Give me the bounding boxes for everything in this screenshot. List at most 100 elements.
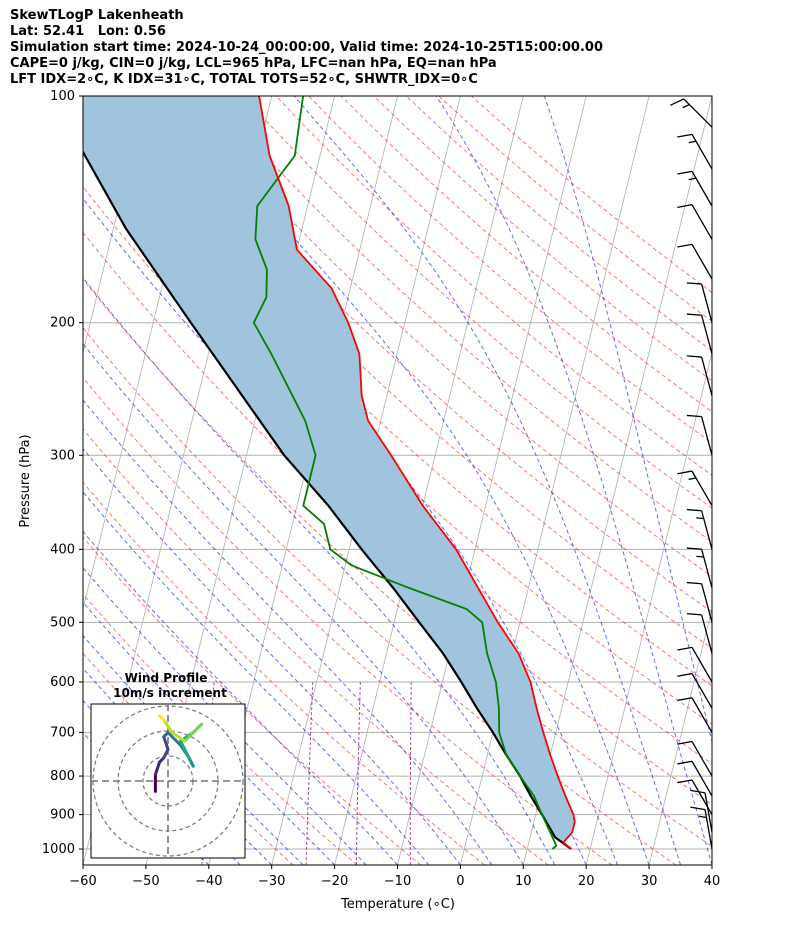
moist-adiabat <box>83 343 524 865</box>
barb-shaft <box>691 244 713 280</box>
moist-adiabat <box>170 96 650 865</box>
wind-barbs <box>670 98 713 850</box>
y-tick-label: 800 <box>50 769 75 784</box>
hodograph-segment <box>187 756 195 768</box>
wind-barb <box>686 282 713 323</box>
moist-adiabat <box>83 448 461 865</box>
hodograph-segment <box>183 731 195 743</box>
y-tick-label: 500 <box>50 615 75 630</box>
moist-adiabat <box>83 601 335 865</box>
wind-barb <box>686 313 713 355</box>
x-tick-label: 0 <box>456 874 464 889</box>
isotherm-line <box>585 350 712 865</box>
inset-title: Wind Profile <box>125 671 208 685</box>
barb-shaft <box>701 510 713 550</box>
barb-shaft <box>701 356 713 396</box>
moist-adiabat <box>83 634 304 865</box>
isotherm-line <box>83 96 84 98</box>
barb-flag <box>686 414 702 418</box>
isotherm-line <box>775 96 794 865</box>
barb-shaft <box>691 204 713 240</box>
wind-barb <box>677 470 713 507</box>
hodograph-segment <box>153 760 162 777</box>
sounding-traces <box>83 96 576 850</box>
hodograph-segment <box>158 714 166 722</box>
isotherm-line <box>83 96 147 355</box>
x-tick-label: 10 <box>515 874 532 889</box>
dry-adiabat <box>83 481 485 865</box>
wind-barb <box>677 760 713 797</box>
mixing-ratio-line <box>409 682 412 865</box>
wind-barb <box>677 133 713 170</box>
barb-flag <box>690 789 706 794</box>
y-tick-label: 400 <box>50 542 75 557</box>
barb-shaft <box>701 315 713 355</box>
barb-shaft <box>691 647 713 683</box>
barb-shaft <box>701 416 713 456</box>
barb-shaft <box>691 470 713 507</box>
wind-barb <box>677 779 713 815</box>
y-tick-label: 200 <box>50 316 75 331</box>
hodograph-segment <box>166 731 183 747</box>
dry-adiabat <box>308 96 712 444</box>
barb-shaft <box>691 134 713 170</box>
hodograph-segment <box>179 739 191 760</box>
moist-adiabat <box>543 96 712 744</box>
dry-adiabat <box>178 96 712 578</box>
barb-shaft <box>701 283 713 323</box>
barb-flag <box>677 646 693 651</box>
x-tick-label: 30 <box>641 874 658 889</box>
barb-shaft <box>691 779 713 815</box>
chart-title: SkewTLogP Lakenheath <box>10 8 184 23</box>
barb-flag <box>677 470 693 475</box>
wind-barb <box>690 806 713 850</box>
barb-shaft <box>691 697 713 733</box>
hodograph-segment <box>162 747 170 760</box>
time-line: Simulation start time: 2024-10-24_00:00:… <box>10 40 603 55</box>
barb-flag <box>677 243 693 248</box>
cape-line: CAPE=0 j/kg, CIN=0 j/kg, LCL=965 hPa, LF… <box>10 56 497 71</box>
wind-barb <box>686 581 713 623</box>
moist-adiabat <box>293 96 681 865</box>
wind-barb <box>677 204 713 240</box>
barb-flag <box>686 581 702 585</box>
dewpoint-line <box>252 96 558 850</box>
barb-flag <box>686 282 702 285</box>
dry-adiabat <box>83 593 358 865</box>
mixing-ratio-line <box>305 681 314 865</box>
dry-adiabat <box>83 327 677 865</box>
x-tick-label: −60 <box>69 874 96 889</box>
y-tick-label: 1000 <box>42 842 75 857</box>
dry-adiabat <box>340 96 712 413</box>
isotherm-line <box>648 606 712 865</box>
barb-shaft <box>704 792 713 833</box>
barb-flag <box>686 313 702 316</box>
barb-half-flag <box>682 103 690 109</box>
cape-cin-shading <box>83 96 575 849</box>
barb-flag <box>690 806 706 811</box>
barb-shaft <box>683 98 713 128</box>
x-tick-label: −40 <box>195 874 222 889</box>
wind-barb <box>686 508 713 550</box>
dry-adiabat <box>373 96 712 382</box>
moist-adiabat <box>83 100 619 865</box>
barb-shaft <box>704 809 713 850</box>
hodograph-segment <box>170 731 187 743</box>
y-tick-label: 900 <box>50 808 75 823</box>
moist-adiabat <box>83 530 398 865</box>
wind-barb <box>686 547 713 589</box>
barb-shaft <box>701 583 713 623</box>
index-line: LFT IDX=2∘C, K IDX=31∘C, TOTAL TOTS=52∘C… <box>10 72 478 87</box>
hodograph-segment <box>191 722 204 735</box>
chart-header: SkewTLogP Lakenheath Lat: 52.41 Lon: 0.5… <box>10 8 603 88</box>
hodograph-inset: Wind Profile 10m/s increment <box>90 671 246 859</box>
moist-adiabat <box>83 276 556 865</box>
barb-flag <box>686 355 702 358</box>
y-tick-label: 300 <box>50 448 75 463</box>
wind-barb <box>670 98 713 128</box>
wind-barb <box>677 672 713 709</box>
axes: −60 −50 −40 −30 −20 −10 0 10 20 30 40 1000 900 800 700… <box>42 89 720 889</box>
dry-adiabat <box>83 428 549 865</box>
wind-barb <box>686 355 713 396</box>
temperature-line <box>258 96 576 850</box>
